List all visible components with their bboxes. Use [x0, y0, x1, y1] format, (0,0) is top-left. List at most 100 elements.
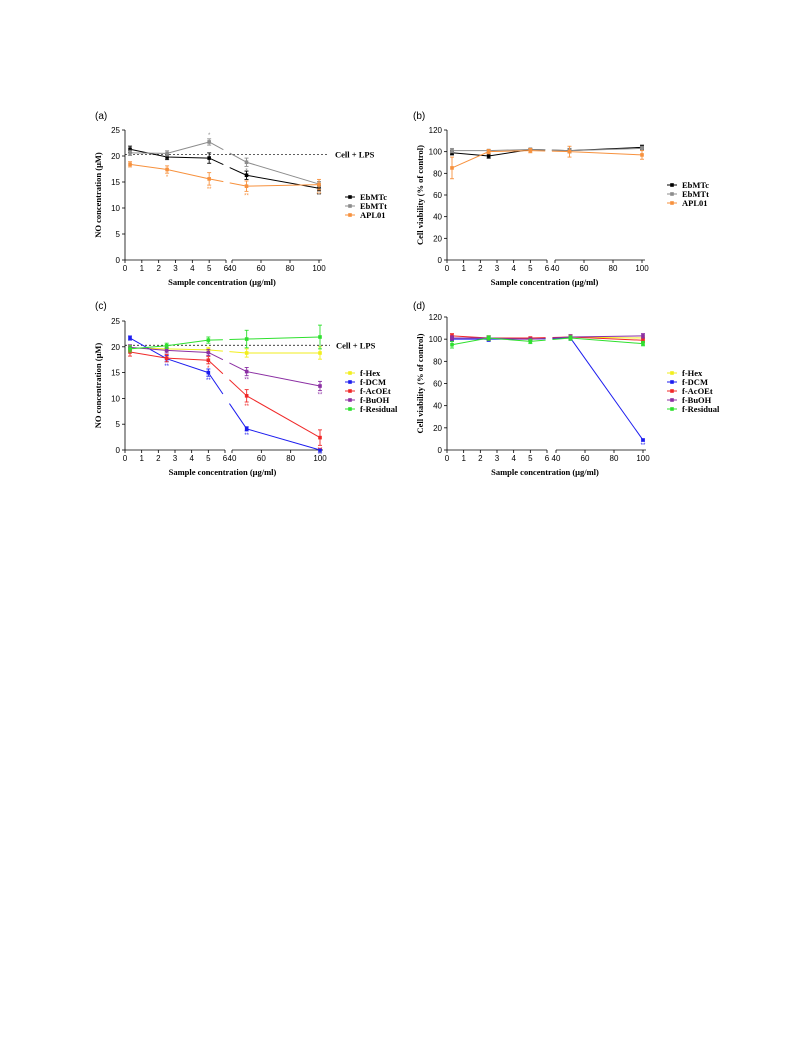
panel-label: (b) [413, 111, 425, 122]
series-line [569, 147, 643, 152]
significance-mark: ** [318, 452, 323, 458]
y-tick-label: 120 [429, 126, 443, 135]
x-tick-label: 4 [511, 454, 516, 463]
legend-swatch-marker [670, 380, 674, 384]
y-tick-label: 5 [116, 230, 121, 239]
series-line [246, 395, 321, 439]
series-line-connector [530, 337, 546, 340]
legend-label: f-DCM [360, 377, 386, 387]
data-point [206, 338, 211, 342]
data-point [450, 336, 454, 340]
y-tick-label: 20 [111, 343, 120, 352]
chart-panel-1: (a) 0 5 10 15 20 25 0 1 2 3 4 5 6 40 60 80 100 Sample conc… [93, 111, 387, 287]
data-point [528, 339, 533, 344]
series-line-connector [209, 178, 224, 183]
significance-mark: ** [317, 189, 322, 195]
data-point [128, 336, 132, 340]
data-point [567, 149, 572, 154]
x-tick-label: 60 [257, 264, 266, 273]
series-line-connector [229, 403, 248, 430]
series-line [570, 337, 644, 441]
y-tick-label: 100 [429, 335, 443, 344]
legend-swatch-marker [348, 380, 352, 384]
y-tick-label: 60 [433, 380, 442, 389]
legend-item: f-DCM [667, 377, 708, 387]
data-point [207, 140, 211, 144]
data-point [317, 182, 321, 187]
legend-label: EbMTc [360, 192, 387, 202]
series-line [246, 371, 321, 387]
series-line [246, 336, 321, 340]
data-point [568, 336, 573, 340]
x-tick-label: 1 [140, 264, 145, 273]
series-line-connector [207, 359, 224, 375]
legend-swatch-marker [348, 389, 352, 393]
legend-item: f-Hex [345, 368, 381, 378]
x-tick-label: 40 [228, 454, 237, 463]
x-tick-label: 3 [495, 264, 500, 273]
x-tick-label: 0 [445, 454, 450, 463]
legend-item: f-Hex [667, 368, 703, 378]
x-tick-label: 0 [123, 264, 128, 273]
x-tick-label: 1 [139, 454, 144, 463]
series-line-connector [229, 351, 247, 354]
x-tick-label: 5 [528, 264, 533, 273]
x-tick-label: 6 [223, 454, 228, 463]
y-tick-label: 5 [116, 420, 121, 429]
x-tick-label: 4 [511, 264, 516, 273]
legend-label: APL01 [360, 210, 386, 220]
data-point [244, 369, 249, 374]
data-point [486, 154, 491, 158]
data-point [128, 347, 132, 351]
legend-label: f-Hex [360, 368, 381, 378]
data-point [164, 343, 169, 348]
legend-label: EbMTt [682, 189, 709, 199]
x-axis-title: Sample concentration (μg/ml) [491, 277, 599, 287]
significance-mark: * [245, 168, 248, 174]
series-line-connector [552, 337, 571, 341]
series-ebmtc: ** [128, 145, 322, 199]
x-tick-label: 6 [545, 454, 550, 463]
x-axis-title: Sample concentration (μg/ml) [168, 277, 276, 287]
x-tick-label: 4 [190, 264, 195, 273]
series-line-connector [207, 372, 224, 395]
significance-mark: ** [317, 192, 322, 198]
legend-item: APL01 [667, 198, 708, 208]
data-point [207, 177, 211, 181]
x-tick-label: 2 [156, 264, 161, 273]
legend-swatch-marker [348, 371, 352, 375]
x-tick-label: 0 [445, 264, 450, 273]
y-tick-label: 120 [429, 313, 443, 322]
data-point [165, 167, 169, 172]
series-line-connector [229, 182, 247, 187]
x-tick-label: 6 [545, 264, 550, 273]
data-point [207, 156, 211, 160]
x-tick-label: 60 [581, 454, 590, 463]
series-line [570, 337, 644, 345]
legend-label: EbMTc [682, 180, 709, 190]
series-line-connector [530, 339, 546, 342]
x-tick-label: 80 [286, 454, 295, 463]
data-point [318, 335, 322, 339]
data-point [450, 342, 454, 347]
y-tick-label: 0 [438, 256, 443, 265]
x-tick-label: 6 [224, 264, 229, 273]
x-tick-label: 80 [286, 264, 295, 273]
series-line-connector [229, 362, 247, 373]
series-f-acoet: ***** [128, 347, 323, 453]
y-tick-label: 40 [433, 213, 442, 222]
series-line-connector [208, 141, 224, 151]
legend-swatch-marker [348, 407, 352, 411]
significance-mark: ** [641, 443, 646, 449]
data-point [206, 350, 211, 355]
legend-item: f-DCM [345, 377, 386, 387]
legend-swatch-marker [670, 407, 674, 411]
series-line-connector [208, 157, 224, 166]
y-tick-label: 60 [433, 191, 442, 200]
significance-mark: ** [244, 378, 249, 384]
data-point [641, 438, 645, 442]
data-point [244, 337, 249, 341]
x-tick-label: 100 [636, 454, 650, 463]
